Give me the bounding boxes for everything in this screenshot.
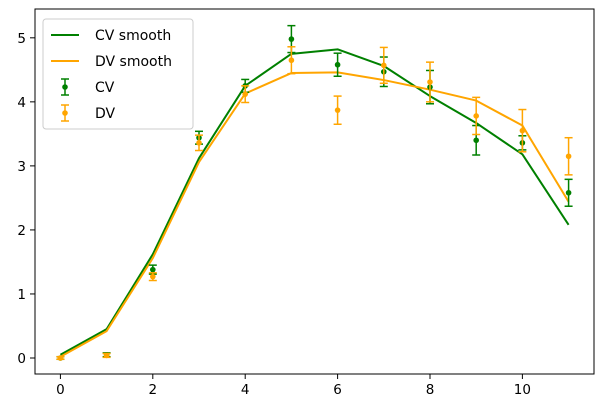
point-dv-7 <box>380 62 387 69</box>
y-tick-label-0: 0 <box>17 351 26 367</box>
errorbar-dv-1 <box>102 352 111 359</box>
errorbar-dv-10 <box>518 108 527 153</box>
series-line-dv-smooth <box>59 71 570 358</box>
legend-item-dv-smooth: DV smooth <box>51 54 172 70</box>
point-dv-5 <box>288 57 295 64</box>
x-tick-label-8: 8 <box>426 382 435 398</box>
y-tick-label-1: 1 <box>17 287 26 303</box>
point-cv-11 <box>565 189 572 196</box>
axes: 0 2 4 6 8 10 0 1 2 3 4 5 <box>17 8 595 398</box>
point-dv-10 <box>519 127 526 134</box>
legend-label-dv-smooth: DV smooth <box>95 54 172 70</box>
point-dv-4 <box>242 91 249 97</box>
legend-item-cv: CV <box>61 78 115 96</box>
errorbar-dv-5 <box>287 46 296 75</box>
errorbar-dv-6 <box>333 95 342 126</box>
plot-frame <box>34 8 595 375</box>
point-dv-9 <box>473 113 479 119</box>
x-tick-label-2: 2 <box>149 382 158 398</box>
legend-label-cv-smooth: CV smooth <box>95 28 171 44</box>
y-tick-label-3: 3 <box>17 159 26 175</box>
errorbar-dv-9 <box>472 96 481 136</box>
point-dv-0 <box>57 355 64 361</box>
errorbar-dv-8 <box>425 61 434 103</box>
legend-item-dv: DV <box>61 104 116 122</box>
legend-swatch-marker <box>62 110 68 116</box>
errorbar-dv-11 <box>564 136 573 176</box>
legend-item-cv-smooth: CV smooth <box>51 28 171 44</box>
y-tick-label-2: 2 <box>17 223 26 239</box>
point-cv-5 <box>288 36 295 42</box>
point-dv-6 <box>334 107 341 113</box>
plot-area <box>56 24 573 361</box>
y-tick-label-5: 5 <box>17 31 26 47</box>
errorbar-dv-7 <box>379 46 388 85</box>
x-tick-label-0: 0 <box>56 382 65 398</box>
legend-label-cv: CV <box>95 80 115 96</box>
point-dv-3 <box>196 140 202 146</box>
x-tick-label-4: 4 <box>241 382 250 398</box>
legend-label-dv: DV <box>95 106 116 122</box>
legend-swatch-marker <box>62 84 68 90</box>
errorbar-cv-6 <box>333 52 342 77</box>
legend: CV smooth DV smooth CV DV <box>42 18 194 130</box>
point-dv-2 <box>150 273 156 280</box>
series-line-cv-smooth <box>59 48 570 356</box>
x-tick-label-6: 6 <box>333 382 342 398</box>
errorbar-dv-3 <box>195 134 204 152</box>
errorbar-dv-4 <box>241 85 250 104</box>
x-tick-label-10: 10 <box>514 382 531 398</box>
errorbar-dv-0 <box>56 355 65 361</box>
y-tick-label-4: 4 <box>17 95 26 111</box>
legend-box <box>42 18 194 130</box>
errorbar-cv-11 <box>564 178 573 207</box>
point-cv-2 <box>150 266 156 273</box>
point-dv-11 <box>565 153 572 160</box>
errorbar-dv-2 <box>148 272 157 282</box>
point-dv-1 <box>103 352 110 359</box>
point-cv-6 <box>334 61 341 68</box>
point-dv-8 <box>427 79 433 85</box>
point-cv-9 <box>473 137 479 144</box>
